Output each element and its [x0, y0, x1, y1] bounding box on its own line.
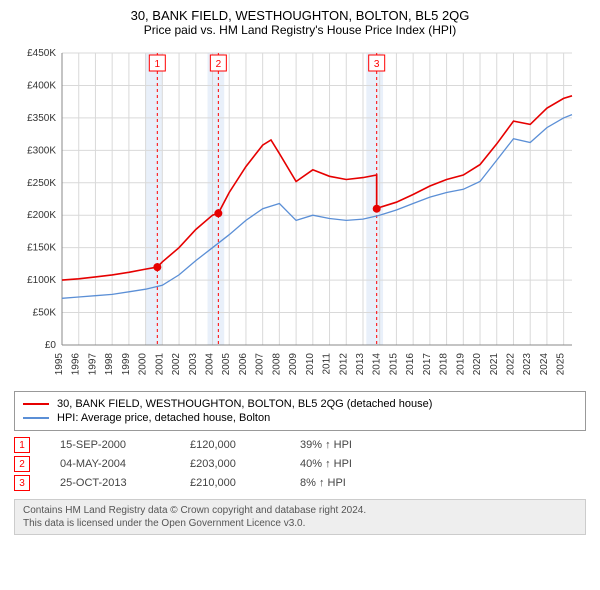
svg-text:2006: 2006 [238, 353, 249, 376]
page-title: 30, BANK FIELD, WESTHOUGHTON, BOLTON, BL… [14, 8, 586, 23]
sale-pct-vs-hpi: 39% ↑ HPI [300, 439, 390, 451]
sale-date: 04-MAY-2004 [60, 458, 190, 470]
svg-text:3: 3 [374, 59, 380, 70]
svg-text:£50K: £50K [33, 308, 57, 319]
sale-price: £120,000 [190, 439, 300, 451]
svg-text:1: 1 [155, 59, 161, 70]
svg-text:2002: 2002 [171, 353, 182, 376]
legend-label: 30, BANK FIELD, WESTHOUGHTON, BOLTON, BL… [57, 398, 432, 410]
svg-text:2005: 2005 [221, 353, 232, 376]
svg-text:1998: 1998 [104, 353, 115, 376]
svg-text:2003: 2003 [188, 353, 199, 376]
legend-swatch [23, 417, 49, 419]
svg-text:2014: 2014 [372, 353, 383, 376]
sales-row: 3 25-OCT-2013£210,0008% ↑ HPI [14, 475, 586, 491]
legend-swatch [23, 403, 49, 405]
svg-text:2020: 2020 [472, 353, 483, 376]
sale-price: £210,000 [190, 477, 300, 489]
svg-text:£300K: £300K [27, 145, 56, 156]
svg-text:2023: 2023 [522, 353, 533, 376]
svg-text:2022: 2022 [505, 353, 516, 376]
svg-text:£100K: £100K [27, 275, 56, 286]
svg-text:2012: 2012 [338, 353, 349, 376]
svg-text:2018: 2018 [439, 353, 450, 376]
sales-table: 1 15-SEP-2000£120,00039% ↑ HPI 2 04-MAY-200… [14, 437, 586, 491]
svg-text:2007: 2007 [255, 353, 266, 376]
sale-price: £203,000 [190, 458, 300, 470]
sales-row: 2 04-MAY-2004£203,00040% ↑ HPI [14, 456, 586, 472]
chart-area: £0 £50K £100K £150K £200K £250K £300K £350K £400… [14, 43, 586, 383]
legend-item: 30, BANK FIELD, WESTHOUGHTON, BOLTON, BL… [23, 398, 577, 410]
svg-text:£250K: £250K [27, 178, 56, 189]
svg-text:2000: 2000 [138, 353, 149, 376]
sales-row: 1 15-SEP-2000£120,00039% ↑ HPI [14, 437, 586, 453]
svg-text:2009: 2009 [288, 353, 299, 376]
svg-text:2019: 2019 [455, 353, 466, 376]
svg-text:£200K: £200K [27, 210, 56, 221]
sale-pct-vs-hpi: 8% ↑ HPI [300, 477, 390, 489]
svg-text:2025: 2025 [556, 353, 567, 376]
legend-item: HPI: Average price, detached house, Bolt… [23, 412, 577, 424]
svg-text:£400K: £400K [27, 80, 56, 91]
svg-text:1999: 1999 [121, 353, 132, 376]
sale-pct-vs-hpi: 40% ↑ HPI [300, 458, 390, 470]
svg-text:1995: 1995 [54, 353, 65, 376]
svg-text:2: 2 [216, 59, 222, 70]
svg-text:2024: 2024 [539, 353, 550, 376]
footer-line-2: This data is licensed under the Open Gov… [23, 517, 577, 530]
svg-text:2004: 2004 [204, 353, 215, 376]
legend-box: 30, BANK FIELD, WESTHOUGHTON, BOLTON, BL… [14, 391, 586, 431]
sale-marker-num: 2 [14, 456, 30, 472]
svg-text:1996: 1996 [71, 353, 82, 376]
svg-text:2010: 2010 [305, 353, 316, 376]
svg-text:£350K: £350K [27, 113, 56, 124]
legend-label: HPI: Average price, detached house, Bolt… [57, 412, 270, 424]
footer-line-1: Contains HM Land Registry data © Crown c… [23, 504, 577, 517]
svg-text:£450K: £450K [27, 48, 56, 59]
sale-date: 25-OCT-2013 [60, 477, 190, 489]
sale-marker-num: 3 [14, 475, 30, 491]
svg-text:2015: 2015 [388, 353, 399, 376]
svg-text:2013: 2013 [355, 353, 366, 376]
svg-text:£150K: £150K [27, 243, 56, 254]
svg-text:£0: £0 [45, 340, 57, 351]
sale-marker-num: 1 [14, 437, 30, 453]
sale-date: 15-SEP-2000 [60, 439, 190, 451]
footer-attribution: Contains HM Land Registry data © Crown c… [14, 499, 586, 535]
svg-text:2011: 2011 [322, 353, 333, 375]
page-subtitle: Price paid vs. HM Land Registry's House … [14, 23, 586, 37]
svg-text:2017: 2017 [422, 353, 433, 376]
svg-text:2021: 2021 [489, 353, 500, 376]
svg-text:2008: 2008 [271, 353, 282, 376]
svg-text:2016: 2016 [405, 353, 416, 376]
svg-text:1997: 1997 [87, 353, 98, 376]
svg-text:2001: 2001 [154, 353, 165, 376]
